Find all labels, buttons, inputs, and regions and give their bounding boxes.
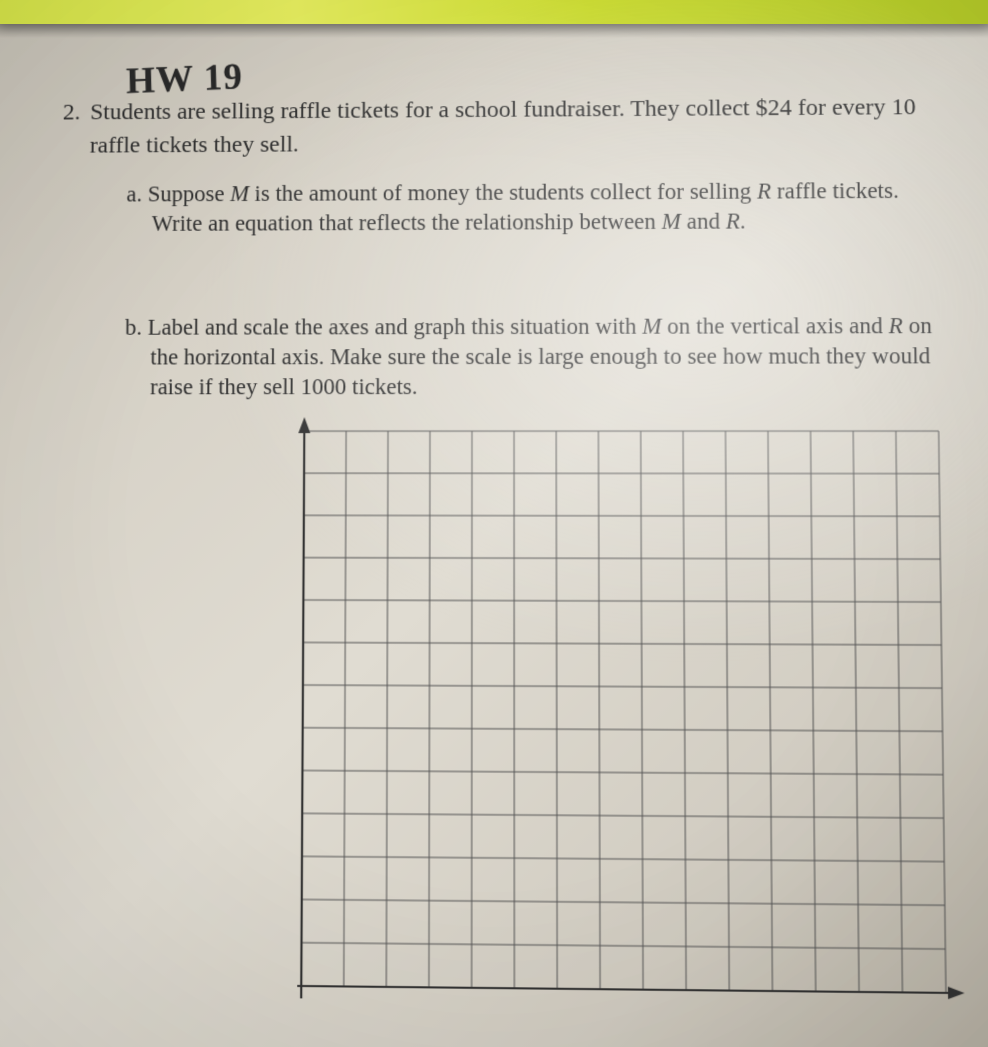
page-content: HW 19 2.Students are selling raffle tick…: [0, 39, 988, 1047]
part-b: b. Label and scale the axes and graph th…: [124, 310, 952, 402]
highlighter-strip: [0, 0, 988, 24]
problem-2: 2.Students are selling raffle tickets fo…: [62, 91, 949, 162]
var-M2: M: [662, 209, 681, 234]
var-M: M: [230, 181, 249, 206]
problem-number: 2.: [63, 97, 91, 129]
blank-grid-container: [263, 410, 961, 1034]
var-R2: R: [726, 209, 740, 234]
var-R3: R: [888, 313, 903, 338]
var-M3: M: [642, 313, 661, 338]
part-a-label: a.: [126, 182, 142, 207]
part-a: a. Suppose M is the amount of money the …: [126, 176, 950, 240]
problem-line2: raffle tickets they sell.: [90, 125, 950, 162]
part-b-label: b.: [125, 314, 142, 339]
blank-coordinate-grid: [263, 410, 970, 1034]
var-R: R: [757, 178, 771, 203]
worksheet-page: HW 19 2.Students are selling raffle tick…: [0, 0, 988, 1047]
answer-space-a: [61, 236, 952, 295]
